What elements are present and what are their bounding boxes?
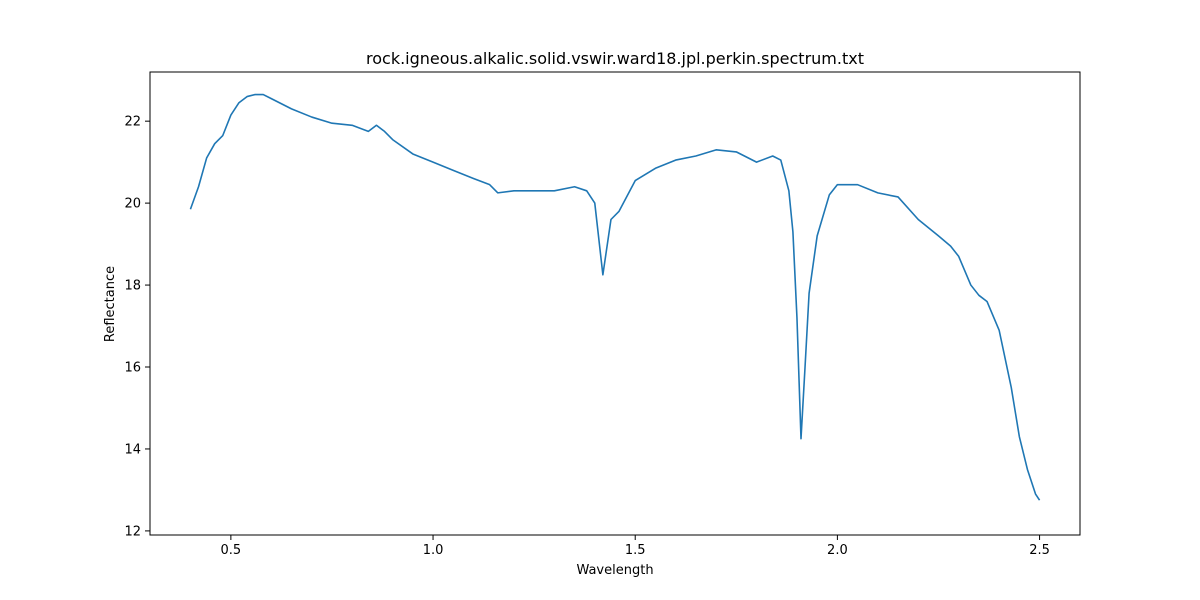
y-tick-label: 20	[124, 197, 141, 212]
x-axis: 0.5 1.0 1.5 2.0 2.5	[221, 535, 1050, 558]
y-tick-label: 18	[124, 279, 141, 294]
y-tick-label: 22	[124, 115, 141, 130]
y-axis: 12 14 16 18 20 22	[124, 115, 150, 539]
plot-frame	[149, 71, 1081, 536]
x-tick-label: 1.5	[625, 543, 646, 558]
plot-area	[189, 93, 1041, 501]
chart-title: rock.igneous.alkalic.solid.vswir.ward18.…	[366, 49, 864, 68]
y-axis-label: Reflectance	[103, 266, 118, 342]
x-tick-label: 1.0	[423, 543, 444, 558]
x-axis-label: Wavelength	[576, 563, 653, 578]
x-tick-label: 2.0	[827, 543, 848, 558]
x-tick-label: 0.5	[221, 543, 242, 558]
series-line-0	[189, 93, 1041, 501]
y-tick-label: 16	[124, 361, 141, 376]
x-tick-label: 2.5	[1029, 543, 1050, 558]
y-tick-label: 12	[124, 524, 141, 539]
y-tick-label: 14	[124, 442, 141, 457]
